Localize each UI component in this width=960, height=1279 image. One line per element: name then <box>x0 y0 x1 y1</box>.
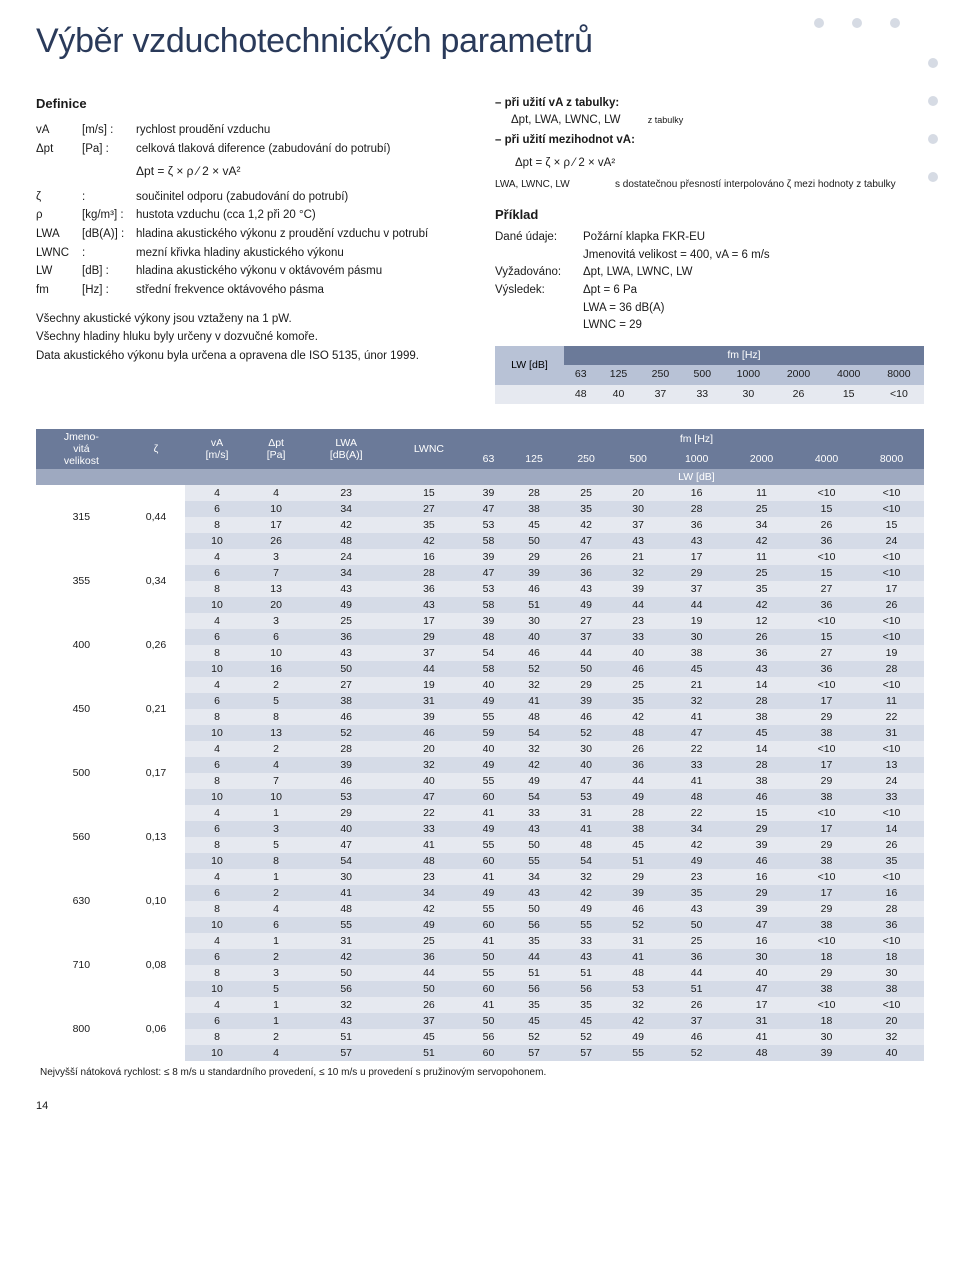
fm-top-head: fm [Hz] <box>564 346 924 365</box>
r-line-tabulky: – při užití vA z tabulky: <box>495 95 924 112</box>
head-lwa: LWA[dB(A)] <box>303 429 389 469</box>
data-table: Jmeno-vitávelikost ζ vA[m/s] Δpt[Pa] LWA… <box>36 428 924 1078</box>
left-column: Definice vA[m/s] :rychlost proudění vzdu… <box>36 95 465 404</box>
example-heading: Příklad <box>495 206 924 225</box>
page-title: Výběr vzduchotechnických parametrů <box>36 22 924 61</box>
r-line-mezi: – při užití mezihodnot vA: <box>495 132 924 149</box>
head-va: vA[m/s] <box>185 429 249 469</box>
formula-right: Δpt = ζ × ρ ⁄ 2 × vA² <box>515 155 924 172</box>
head-nominal: Jmeno-vitávelikost <box>36 429 127 469</box>
interp-desc: s dostatečnou přesností interpolováno ζ … <box>615 178 924 193</box>
decorative-dots-top <box>814 18 900 28</box>
definitions-list-2: ζ:součinitel odporu (zabudování do potru… <box>36 189 465 299</box>
decorative-dots-side <box>928 58 938 182</box>
notes-block: Všechny akustické výkony jsou vztaženy n… <box>36 311 465 365</box>
fm-table: LW [dB] fm [Hz] 631252505001000200040008… <box>495 346 924 404</box>
right-column: – při užití vA z tabulky: Δpt, LWA, LWNC… <box>495 95 924 404</box>
fm-left-head: LW [dB] <box>495 346 564 384</box>
head-lwdb: LW [dB] <box>469 469 924 485</box>
interp-symbols: LWA, LWNC, LW <box>495 178 615 193</box>
formula-left: Δpt = ζ × ρ ⁄ 2 × vA² <box>136 163 465 180</box>
example-grid: Dané údaje:Požární klapka FKR-EUJmenovit… <box>495 229 924 334</box>
head-zeta: ζ <box>127 429 185 469</box>
r-line-symbols: Δpt, LWA, LWNC, LW <box>511 114 621 126</box>
head-dpt: Δpt[Pa] <box>249 429 304 469</box>
page-number: 14 <box>36 1100 924 1112</box>
head-lwnc: LWNC <box>389 429 469 469</box>
r-line-note: z tabulky <box>648 115 684 125</box>
head-fm: fm [Hz] <box>469 429 924 449</box>
table-footnote: Nejvyšší nátoková rychlost: ≤ 8 m/s u st… <box>36 1067 924 1078</box>
definitions-list-1: vA[m/s] :rychlost proudění vzduchuΔpt[Pa… <box>36 122 465 157</box>
definitions-heading: Definice <box>36 95 465 114</box>
